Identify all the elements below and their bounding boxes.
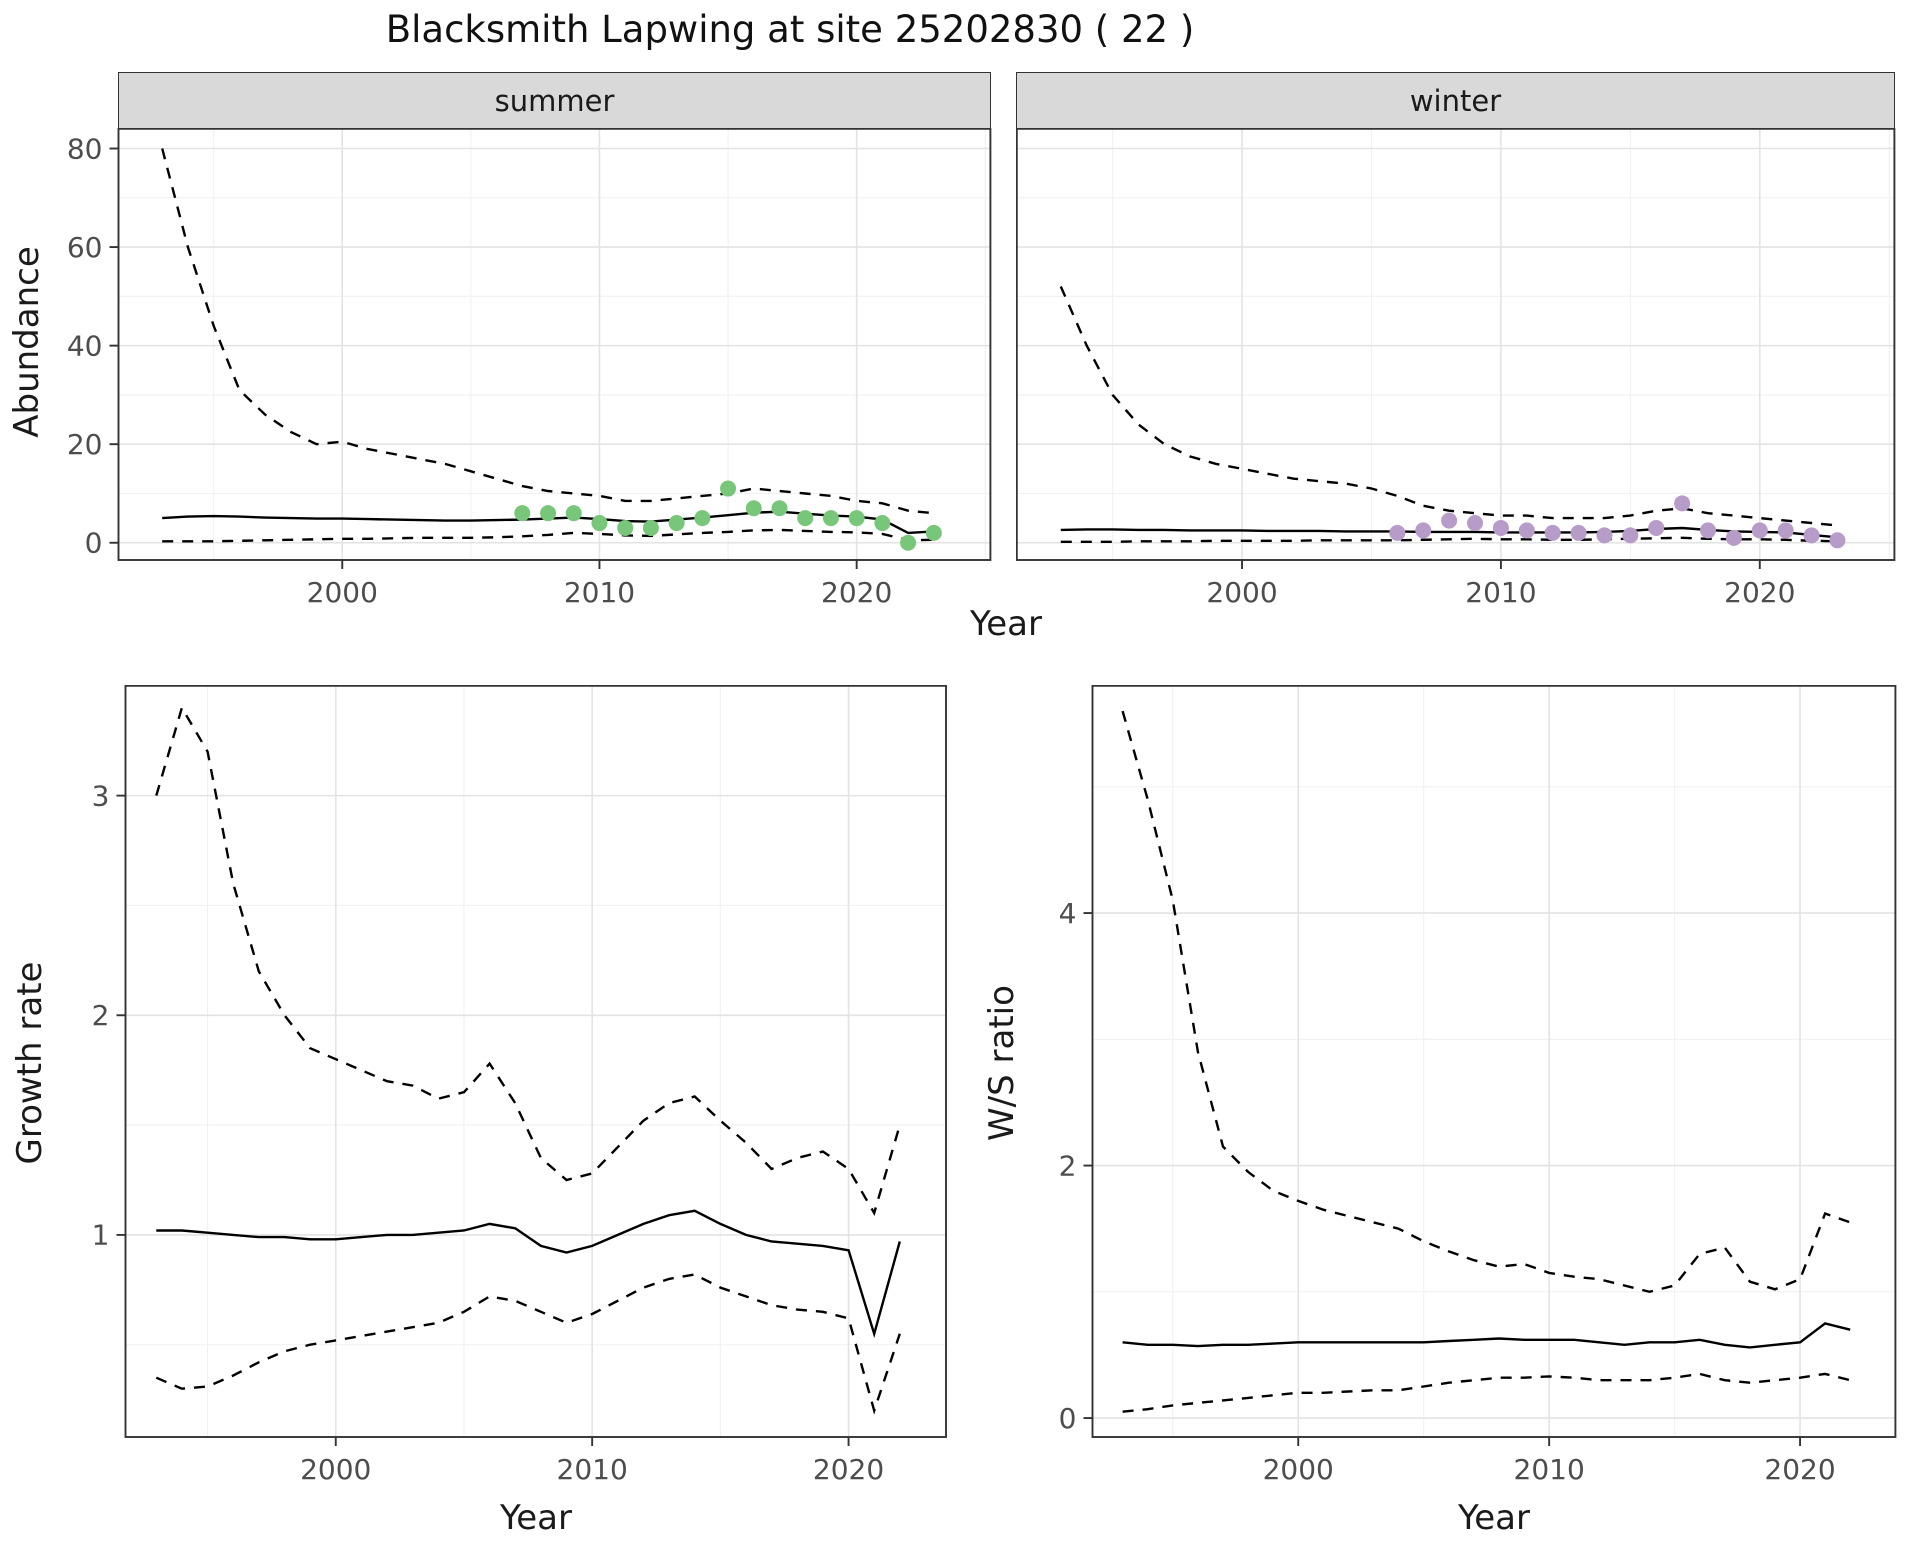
data-point <box>1389 524 1406 541</box>
x-tick-label: 2000 <box>300 1453 371 1486</box>
growth-rate-chart: 2000 2010 2020 1 2 3 <box>92 685 947 1486</box>
data-point <box>1492 519 1509 536</box>
winter-abundance-upper-ci-line <box>1059 286 1838 527</box>
data-point <box>565 505 582 522</box>
y-tick-label: 1 <box>92 1219 110 1252</box>
major-gridlines <box>1092 685 1896 1437</box>
x-tick-label: 2010 <box>1465 576 1536 609</box>
facet-strip-summer: summer <box>118 72 991 129</box>
x-tick-label: 2020 <box>1764 1453 1835 1486</box>
panel-border <box>1091 685 1897 1438</box>
data-point <box>874 515 891 532</box>
panel-border <box>117 128 992 561</box>
data-point <box>1700 522 1717 539</box>
ratio-year-axis-title: Year <box>1458 1498 1530 1538</box>
data-point <box>900 534 917 551</box>
growth-rate-mean-line <box>156 1209 901 1339</box>
data-point <box>540 505 557 522</box>
facet-strip-summer-label: summer <box>494 83 615 118</box>
data-point <box>1674 495 1691 512</box>
x-tick-label: 2020 <box>813 1453 884 1486</box>
minor-gridlines <box>1016 128 1895 560</box>
data-point <box>694 510 711 527</box>
data-point <box>591 515 608 532</box>
data-point <box>514 505 531 522</box>
winter-abundance-observed-points <box>1389 495 1846 549</box>
y-tick-label: 3 <box>92 779 110 812</box>
axis-ticks: 2000 2010 2020 0 20 40 60 80 <box>67 132 892 609</box>
data-point <box>1544 524 1561 541</box>
panel-border <box>124 685 947 1438</box>
y-tick-label: 0 <box>85 527 103 560</box>
data-point <box>1829 532 1846 549</box>
top-year-axis-title: Year <box>970 604 1042 644</box>
data-point <box>1441 512 1458 529</box>
minor-gridlines <box>1092 685 1896 1437</box>
y-tick-label: 0 <box>1059 1402 1077 1435</box>
ws-ratio-mean-line <box>1122 1322 1851 1349</box>
data-point <box>797 510 814 527</box>
y-tick-label: 60 <box>67 231 103 264</box>
data-point <box>1803 527 1820 544</box>
data-point <box>1725 529 1742 546</box>
data-point <box>720 480 737 497</box>
x-tick-label: 2010 <box>557 1453 628 1486</box>
axis-ticks: 2000 2010 2020 <box>1016 147 1795 609</box>
x-tick-label: 2000 <box>1263 1453 1334 1486</box>
x-tick-label: 2020 <box>821 576 892 609</box>
growth-year-axis-title: Year <box>500 1498 572 1538</box>
y-tick-label: 4 <box>1059 897 1077 930</box>
data-point <box>1518 522 1535 539</box>
x-tick-label: 2020 <box>1724 576 1795 609</box>
panel-border <box>1016 128 1896 561</box>
data-point <box>745 500 762 517</box>
winter-abundance-chart: 2000 2010 2020 <box>1016 128 1896 609</box>
data-point <box>1467 515 1484 532</box>
growth-rate-upper-ci-line <box>155 704 901 1217</box>
x-tick-label: 2000 <box>1206 576 1277 609</box>
major-gridlines <box>118 128 991 560</box>
x-tick-label: 2010 <box>1514 1453 1585 1486</box>
data-point <box>642 519 659 536</box>
data-point <box>1622 527 1639 544</box>
summer-abundance-upper-ci-line <box>161 148 934 515</box>
data-point <box>1648 519 1665 536</box>
data-point <box>617 519 634 536</box>
summer-abundance-lower-ci-line <box>162 528 934 543</box>
minor-gridlines <box>118 128 991 560</box>
data-point <box>771 500 788 517</box>
data-point <box>822 510 839 527</box>
y-tick-label: 2 <box>92 999 110 1032</box>
data-point <box>1570 524 1587 541</box>
data-point <box>848 510 865 527</box>
data-point <box>1596 527 1613 544</box>
data-point <box>1415 522 1432 539</box>
data-point <box>925 524 942 541</box>
y-tick-label: 2 <box>1059 1149 1077 1182</box>
facet-strip-winter: winter <box>1016 72 1895 129</box>
y-tick-label: 20 <box>67 428 103 461</box>
winter-abundance-mean-line <box>1060 526 1838 539</box>
winter-abundance-lower-ci-line <box>1060 536 1838 543</box>
data-point <box>668 515 685 532</box>
y-tick-label: 40 <box>67 329 103 362</box>
minor-gridlines <box>125 685 946 1437</box>
x-tick-label: 2010 <box>564 576 635 609</box>
ws-ratio-upper-ci-line <box>1121 710 1851 1294</box>
growth-rate-lower-ci-line <box>155 1273 901 1415</box>
page-title: Blacksmith Lapwing at site 25202830 ( 22… <box>385 8 1195 51</box>
x-tick-label: 2000 <box>307 576 378 609</box>
ws-ratio-chart: 2000 2010 2020 0 2 4 <box>1059 685 1897 1486</box>
y-tick-label: 80 <box>67 132 103 165</box>
data-point <box>1751 522 1768 539</box>
major-gridlines <box>1016 128 1895 560</box>
data-point <box>1777 522 1794 539</box>
summer-abundance-observed-points <box>514 480 942 551</box>
ws-ratio-lower-ci-line <box>1122 1372 1851 1413</box>
axis-ticks: 2000 2010 2020 0 2 4 <box>1059 897 1836 1486</box>
summer-abundance-chart: 2000 2010 2020 0 20 40 60 80 <box>67 128 992 609</box>
major-gridlines <box>125 685 946 1437</box>
facet-strip-winter-label: winter <box>1409 83 1502 118</box>
axis-ticks: 2000 2010 2020 1 2 3 <box>92 779 885 1486</box>
